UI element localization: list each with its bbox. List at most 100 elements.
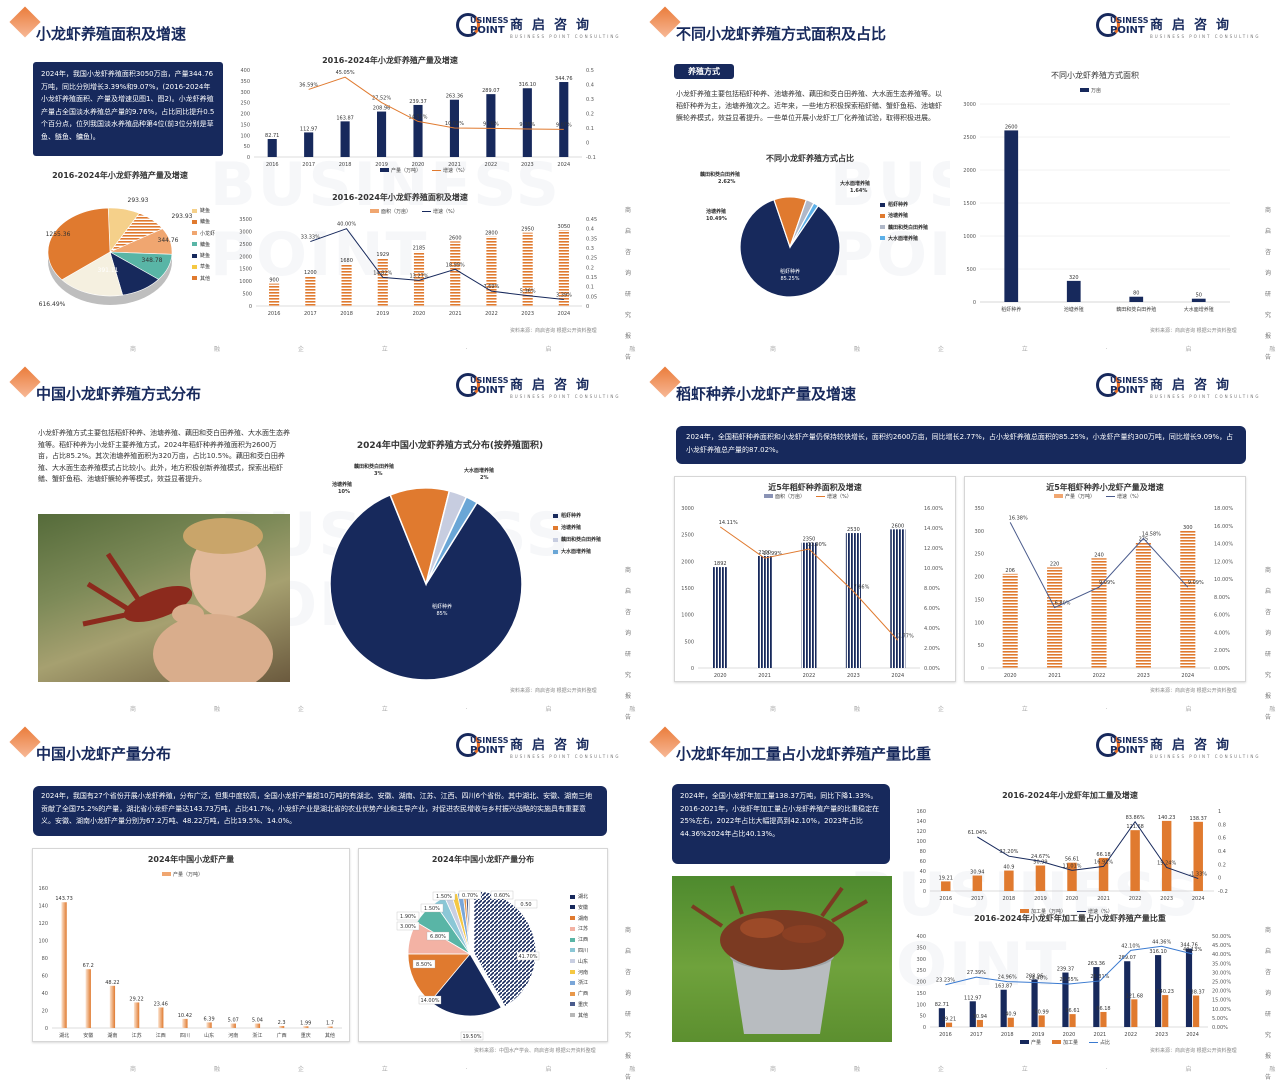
bar (972, 875, 983, 891)
x-tick-label: 江西 (156, 1032, 166, 1039)
x-tick-label: 2020 (714, 673, 727, 679)
y-tick-label: 100 (974, 620, 984, 626)
freshwater-pie-chart: 293.93 293.93 344.76 348.78 391.11 616.49% 125… (39, 197, 193, 308)
x-tick-label: 四川 (180, 1033, 190, 1039)
x-tick-label: 2018 (1001, 1032, 1014, 1038)
bar-value-label: 2185 (413, 246, 426, 252)
line-value-label: 14.11% (719, 520, 738, 526)
pie-label: 1.50% (424, 906, 440, 912)
line-value-label: 32.20% (999, 849, 1018, 855)
x-tick-label: 藕田和茭白田养殖 (1116, 306, 1156, 313)
pie-label: 85% (436, 611, 447, 617)
y2-tick-label: 0.2 (586, 265, 594, 271)
bar-value-label: 2350 (803, 537, 816, 543)
y-tick-label: 2500 (963, 135, 976, 141)
bar (1069, 1014, 1076, 1027)
x-tick-label: 2020 (413, 311, 426, 317)
bar-value-label: 56.61 (1065, 857, 1079, 863)
body-text: 小龙虾养殖主要包括稻虾种养、池塘养殖、藕田和茭白田养殖、大水面生态养殖等。以稻虾… (676, 90, 942, 122)
crayfish-photo (38, 514, 290, 682)
y-tick-label: 150 (240, 122, 250, 128)
pie-label: 稻虾种养 (432, 603, 452, 610)
legend-label: 产量 (1031, 1039, 1041, 1046)
bar (522, 232, 533, 306)
bar-value-label: 1680 (340, 258, 353, 264)
x-tick-label: 2021 (1097, 896, 1110, 902)
line-value-label: 83.86% (1126, 815, 1145, 821)
x-tick-label: 2020 (1004, 673, 1017, 679)
y2-tick-label: 4.00% (1214, 630, 1230, 636)
bar (559, 82, 569, 157)
y2-tick-label: 0.35 (586, 236, 597, 242)
bar-value-label: 289.07 (482, 88, 500, 94)
bar-value-label: 82.71 (935, 1002, 949, 1008)
line-value-label: 10.02% (445, 121, 464, 127)
growth-line (310, 228, 564, 300)
line-value-label: 9.09% (1099, 580, 1115, 586)
bar (303, 1026, 309, 1028)
footer-slogan: 商 融 企 立 · 启 融 商 成 (770, 1066, 1280, 1073)
legend-label: 增速（%） (443, 167, 468, 174)
pie-label: 8.50% (416, 962, 432, 968)
x-tick-label: 2020 (412, 162, 425, 168)
bar (1100, 1011, 1107, 1027)
y2-tick-label: 0 (586, 141, 589, 147)
line-value-label: 9.35% (519, 122, 535, 128)
side-label: 商启咨询研究报告 (624, 927, 631, 1080)
y-tick-label: 400 (916, 934, 926, 940)
y2-tick-label: 1 (1218, 809, 1221, 815)
y2-tick-label: 15.00% (1212, 998, 1231, 1004)
y-tick-label: 3000 (681, 506, 694, 512)
logo-ring-icon (456, 373, 480, 397)
logo-ring-icon (456, 733, 480, 757)
pie-label: 2% (480, 475, 489, 481)
pie-label: 19.50% (462, 1034, 481, 1040)
bar (1193, 995, 1200, 1027)
x-tick-label: 2023 (521, 311, 534, 317)
bar (1191, 298, 1206, 302)
bar (1098, 857, 1109, 891)
legend-item: 藕田和茭白田养殖 (553, 534, 608, 546)
line-value-label: 61.04% (968, 830, 987, 836)
y-tick-label: 40 (42, 991, 48, 997)
line-value-label: 9.07% (556, 122, 572, 128)
bar (1067, 862, 1077, 891)
slide-title: 稻虾种养小龙虾产量及增速 (676, 385, 857, 403)
line-value-label: 36.59% (299, 82, 318, 88)
bar-value-label: 40.9 (1003, 865, 1014, 871)
footer-slogan: 商 融 企 立 · 启 融 商 成 (770, 346, 1280, 353)
y-tick-label: 80 (920, 849, 926, 855)
bar (340, 121, 350, 157)
bar-value-label: 289.07 (1118, 955, 1136, 961)
x-tick-label: 2018 (1003, 896, 1016, 902)
bar-value-label: 208.96 (1026, 973, 1044, 979)
logo: USINESS POINT 商启咨询 BUSINESS POINT CONSULTIN… (1096, 372, 1262, 404)
y2-tick-label: 0.00% (924, 666, 940, 672)
bar-value-label: 50.99 (1034, 1009, 1048, 1015)
logo: USINESS POINT 商启咨询 BUSINESS POINT CONSULTIN… (1096, 732, 1262, 764)
pie-label: 293.93 (128, 197, 149, 204)
bar-value-label: 3050 (558, 224, 571, 230)
x-tick-label: 山东 (204, 1032, 214, 1039)
x-tick-label: 2024 (1181, 673, 1194, 679)
bar-value-label: 66.18 (1096, 852, 1110, 858)
slide-5: 中国小龙虾产量分布 USINESS POINT 商启咨询 BUSINESS POINT… (0, 720, 640, 1080)
y-tick-label: 0 (249, 304, 252, 310)
y-tick-label: 140 (38, 904, 48, 910)
pie-label-box (516, 951, 540, 961)
line-value-label: 13.27% (409, 273, 428, 279)
bar (1031, 979, 1038, 1027)
y-tick-label: 120 (38, 921, 48, 927)
y-tick-label: 350 (974, 506, 984, 512)
legend-label: 增速（%） (1117, 493, 1142, 500)
pie-label: 1.64% (850, 188, 867, 194)
bar (945, 1022, 953, 1027)
pie-label-box (458, 890, 482, 900)
y-tick-label: 500 (684, 639, 694, 645)
bar (1002, 573, 1018, 668)
line-value-label: 25.31% (1090, 974, 1109, 980)
pie-slice (789, 202, 820, 248)
x-tick-label: 2020 (1066, 896, 1079, 902)
